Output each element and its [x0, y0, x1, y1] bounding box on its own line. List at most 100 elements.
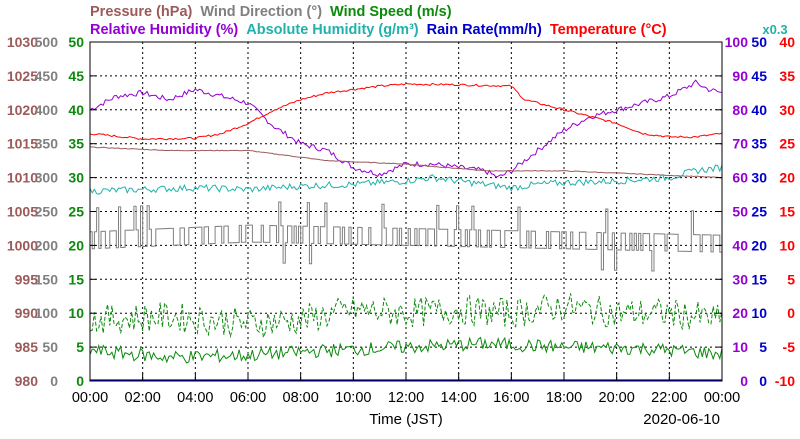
- x-tick-label: 08:00: [283, 390, 319, 406]
- y-tick-label-wind_direction: 100: [35, 305, 59, 321]
- x-tick-label: 02:00: [125, 390, 161, 406]
- y-tick-label-wind_direction: 450: [35, 68, 59, 84]
- y-tick-label-pressure: 1010: [7, 170, 38, 186]
- y-tick-label-temperature: 30: [779, 102, 795, 118]
- y-tick-label-rain_rate: 25: [751, 204, 767, 220]
- series-layer: Relative Humidity (%)Temperature (°C) Pre…: [89, 79, 723, 381]
- y-tick-label-pressure: 1015: [7, 136, 38, 152]
- y-tick-label-relative_humidity: 40: [732, 237, 748, 253]
- y-tick-label-pressure: 1030: [7, 34, 38, 50]
- x-tick-label: 18:00: [546, 390, 582, 406]
- x-tick-label: 16:00: [493, 390, 529, 406]
- legend-entry: Relative Humidity (%): [90, 22, 238, 38]
- y-tick-label-wind_direction: 400: [35, 102, 59, 118]
- y-tick-label-relative_humidity: 30: [732, 271, 748, 287]
- y-tick-label-temperature: 20: [779, 170, 795, 186]
- y-tick-label-pressure: 1000: [7, 237, 38, 253]
- y-tick-label-rain_rate: 40: [751, 102, 767, 118]
- legend-entry: Absolute Humidity (g/m³): [246, 22, 419, 38]
- y-tick-label-pressure: 995: [15, 271, 39, 287]
- y-tick-label-wind_speed: 35: [68, 136, 84, 152]
- y-tick-label-rain_rate: 5: [759, 339, 767, 355]
- x-tick-label: 12:00: [388, 390, 424, 406]
- y-tick-label-wind_speed: 10: [68, 305, 84, 321]
- series-line: Relative Humidity (%): [89, 79, 723, 178]
- y-tick-label-rain_rate: 50: [751, 34, 767, 50]
- y-tick-label-pressure: 1025: [7, 68, 38, 84]
- series-line: Wind Direction (°): [90, 201, 723, 272]
- y-tick-label-relative_humidity: 60: [732, 170, 748, 186]
- y-tick-label-wind_speed: 45: [68, 68, 84, 84]
- x-tick-label: 06:00: [230, 390, 266, 406]
- grid: [90, 42, 722, 381]
- y-tick-label-relative_humidity: 0: [740, 373, 748, 389]
- x-axis-label: Time (JST): [369, 411, 443, 428]
- y-tick-label-temperature: 15: [779, 204, 795, 220]
- legend-entry: Wind Speed (m/s): [330, 4, 452, 20]
- date-label: 2020-06-10: [643, 411, 720, 428]
- series-line: Wind Speed (m/s) max: [89, 293, 723, 339]
- y-tick-label-pressure: 1020: [7, 102, 38, 118]
- x-tick-label: 00:00: [704, 390, 740, 406]
- y-tick-label-rain_rate: 20: [751, 237, 767, 253]
- y-tick-label-temperature: 35: [779, 68, 795, 84]
- y-tick-label-wind_speed: 30: [68, 170, 84, 186]
- y-tick-label-pressure: 980: [15, 373, 39, 389]
- y-tick-label-pressure: 985: [15, 339, 39, 355]
- y-tick-label-wind_direction: 150: [35, 271, 59, 287]
- legend-entry: Wind Direction (°): [200, 4, 322, 20]
- x-tick-label: 20:00: [599, 390, 635, 406]
- series-line: Wind Speed (m/s) avg: [89, 336, 723, 364]
- y-tick-label-wind_direction: 300: [35, 170, 59, 186]
- y-tick-label-wind_speed: 0: [76, 373, 84, 389]
- series-line: Pressure (hPa): [89, 146, 723, 179]
- y-tick-label-wind_direction: 500: [35, 34, 59, 50]
- y-tick-label-wind_speed: 15: [68, 271, 84, 287]
- y-tick-label-rain_rate: 30: [751, 170, 767, 186]
- y-tick-label-relative_humidity: 10: [732, 339, 748, 355]
- y-tick-label-wind_speed: 50: [68, 34, 84, 50]
- y-tick-label-temperature: 10: [779, 237, 795, 253]
- x-tick-label: 10:00: [335, 390, 371, 406]
- factor-label: x0.3: [762, 22, 787, 37]
- y-tick-label-wind_speed: 40: [68, 102, 84, 118]
- x-axis: 00:00 02:00 04:00 06:00 08:00 10:00 12:00 14:00…: [72, 373, 740, 406]
- series-line: Absolute Humidity (g/m³): [89, 164, 723, 195]
- y-tick-label-wind_direction: 250: [35, 204, 59, 220]
- y-tick-label-temperature: 25: [779, 136, 795, 152]
- y-tick-label-rain_rate: 0: [759, 373, 767, 389]
- y-tick-label-wind_direction: 0: [50, 373, 58, 389]
- y-tick-label-wind_speed: 5: [76, 339, 84, 355]
- y-tick-label-temperature: 40: [779, 34, 795, 50]
- y-tick-label-rain_rate: 15: [751, 271, 767, 287]
- y-tick-label-temperature: 5: [787, 271, 795, 287]
- x-tick-label: 00:00: [72, 390, 108, 406]
- y-tick-label-wind_speed: 20: [68, 237, 84, 253]
- y-tick-label-wind_direction: 350: [35, 136, 59, 152]
- y-tick-label-temperature: 0: [787, 305, 795, 321]
- y-tick-label-rain_rate: 10: [751, 305, 767, 321]
- series-line: Temperature (°C): [89, 82, 723, 141]
- y-tick-label-rain_rate: 45: [751, 68, 767, 84]
- y-tick-label-relative_humidity: 80: [732, 102, 748, 118]
- y-tick-label-relative_humidity: 50: [732, 204, 748, 220]
- y-tick-label-pressure: 990: [15, 305, 39, 321]
- legend-entry: Pressure (hPa): [90, 4, 193, 20]
- y-tick-label-relative_humidity: 70: [732, 136, 748, 152]
- x-tick-label: 22:00: [651, 390, 687, 406]
- legend-entry: Temperature (°C): [550, 22, 667, 38]
- y-tick-label-relative_humidity: 20: [732, 305, 748, 321]
- y-tick-label-wind_direction: 50: [42, 339, 58, 355]
- x-tick-label: 14:00: [441, 390, 477, 406]
- y-tick-label-temperature: -10: [775, 373, 795, 389]
- axes: 1030102510201015101010051000995990985980…: [7, 34, 795, 389]
- y-tick-label-temperature: -5: [783, 339, 796, 355]
- legend-entry: Rain Rate(mm/h): [427, 22, 542, 38]
- y-tick-label-pressure: 1005: [7, 204, 38, 220]
- legend: Pressure (hPa) Wind Direction (°) Wind Spe…: [90, 4, 788, 38]
- y-tick-label-relative_humidity: 90: [732, 68, 748, 84]
- y-tick-label-relative_humidity: 100: [725, 34, 749, 50]
- y-tick-label-rain_rate: 35: [751, 136, 767, 152]
